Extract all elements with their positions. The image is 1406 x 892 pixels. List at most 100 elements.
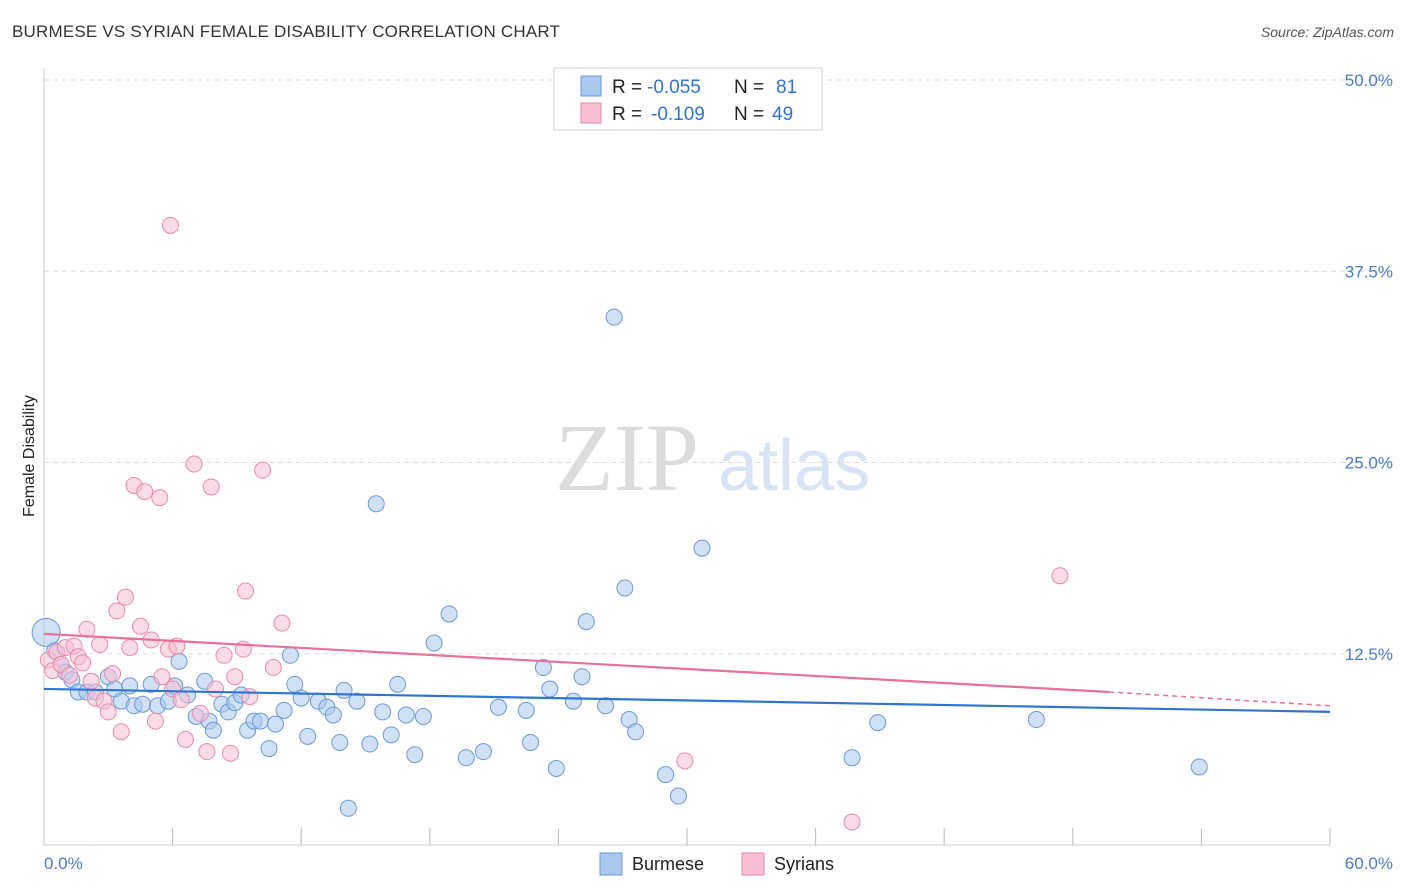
- burmese-point: [260, 740, 278, 758]
- burmese-point: [134, 695, 152, 713]
- burmese-point: [474, 743, 492, 761]
- syrian-point: [82, 672, 100, 690]
- burmese-point: [425, 634, 443, 652]
- syrian-point: [61, 666, 79, 684]
- x-tick-label-min: 0.0%: [44, 854, 83, 873]
- syrian-point: [264, 659, 282, 677]
- syrian-point: [1051, 567, 1069, 585]
- syrian-point: [136, 483, 154, 501]
- y-tick-label: 37.5%: [1345, 262, 1393, 281]
- burmese-point: [414, 707, 432, 725]
- syrian-point: [161, 216, 179, 234]
- burmese-point: [547, 760, 565, 777]
- burmese-point: [1190, 758, 1208, 776]
- burmese-r-value: -0.055: [647, 77, 701, 98]
- burmese-point: [266, 715, 284, 733]
- burmese-point: [440, 605, 458, 623]
- burmese-point: [1027, 711, 1045, 729]
- burmese-point: [299, 727, 317, 745]
- burmese-point: [275, 701, 293, 719]
- series-legend: Burmese Syrians: [599, 852, 834, 876]
- syrian-point: [676, 752, 694, 770]
- syrian-point: [176, 730, 194, 748]
- burmese-n-value: 81: [776, 77, 797, 98]
- syrian-point: [104, 665, 122, 683]
- y-tick-label: 12.5%: [1345, 645, 1393, 664]
- syrian-point: [112, 723, 130, 741]
- burmese-point: [361, 735, 379, 753]
- burmese-point: [204, 721, 222, 739]
- burmese-point: [457, 749, 475, 767]
- syrian-n-value: 49: [772, 104, 793, 125]
- syrian-point: [843, 813, 861, 831]
- syrian-r-value: -0.109: [651, 104, 705, 125]
- syrian-point: [221, 744, 239, 762]
- y-axis-title: Female Disability: [21, 395, 38, 517]
- syrian-point: [185, 455, 203, 473]
- burmese-point: [382, 726, 400, 744]
- burmese-point: [869, 714, 887, 732]
- x-tick-label-max: 60.0%: [1345, 854, 1393, 873]
- syrian-point: [131, 617, 149, 635]
- y-tick-label: 25.0%: [1345, 454, 1393, 473]
- burmese-point: [573, 668, 591, 686]
- syrian-point: [74, 654, 92, 672]
- burmese-point: [281, 646, 299, 664]
- syrian-point: [91, 636, 109, 654]
- watermark-atlas: atlas: [718, 426, 870, 506]
- x-axis-ticks: [172, 828, 1331, 845]
- burmese-point: [367, 495, 385, 513]
- burmese-legend-swatch: [580, 75, 602, 97]
- syrian-legend-swatch: [580, 102, 602, 124]
- burmese-point: [335, 681, 353, 699]
- burmese-point: [339, 799, 357, 817]
- syrian-trend-extension: [1109, 691, 1331, 707]
- syrian-point: [99, 703, 117, 721]
- burmese-point: [331, 733, 349, 751]
- syrian-point: [116, 588, 134, 606]
- burmese-point: [406, 746, 424, 764]
- syrian-point: [191, 704, 209, 722]
- burmese-n-label: N =: [734, 77, 764, 98]
- burmese-point: [324, 706, 342, 724]
- burmese-point: [397, 706, 415, 724]
- burmese-point: [843, 749, 861, 767]
- burmese-point: [597, 697, 615, 715]
- burmese-point: [669, 787, 687, 805]
- burmese-point: [348, 692, 366, 710]
- syrian-point: [226, 668, 244, 686]
- burmese-point: [627, 723, 645, 741]
- y-tick-label: 50.0%: [1345, 71, 1393, 90]
- syrian-point: [202, 478, 220, 496]
- syrian-point: [121, 639, 139, 657]
- syrian-point: [206, 680, 224, 698]
- burmese-point: [517, 701, 535, 719]
- syrian-points: [39, 216, 1069, 831]
- syrian-point: [108, 602, 126, 620]
- chart-source: Source: ZipAtlas.com: [1260, 24, 1394, 40]
- syrian-bottom-swatch: [741, 852, 765, 876]
- burmese-point: [616, 579, 634, 597]
- burmese-point: [657, 766, 675, 784]
- burmese-bottom-swatch: [599, 852, 623, 876]
- burmese-point: [31, 617, 61, 647]
- burmese-point: [564, 692, 582, 710]
- grid-lines: [44, 79, 1393, 655]
- burmese-point: [577, 613, 595, 631]
- burmese-points: [31, 308, 1208, 817]
- syrian-bottom-label: Syrians: [774, 854, 834, 874]
- burmese-r-label: R =: [612, 77, 642, 98]
- burmese-bottom-label: Burmese: [632, 854, 704, 874]
- burmese-point: [534, 659, 552, 677]
- syrian-point: [153, 668, 171, 686]
- syrian-trend-line: [43, 632, 1110, 694]
- syrian-point: [254, 461, 272, 479]
- syrian-point: [198, 743, 216, 761]
- burmese-point: [693, 539, 711, 557]
- syrian-point: [151, 489, 169, 507]
- syrian-point: [146, 712, 164, 730]
- syrian-r-label: R =: [612, 104, 642, 125]
- syrian-point: [236, 582, 254, 600]
- burmese-point: [251, 712, 269, 730]
